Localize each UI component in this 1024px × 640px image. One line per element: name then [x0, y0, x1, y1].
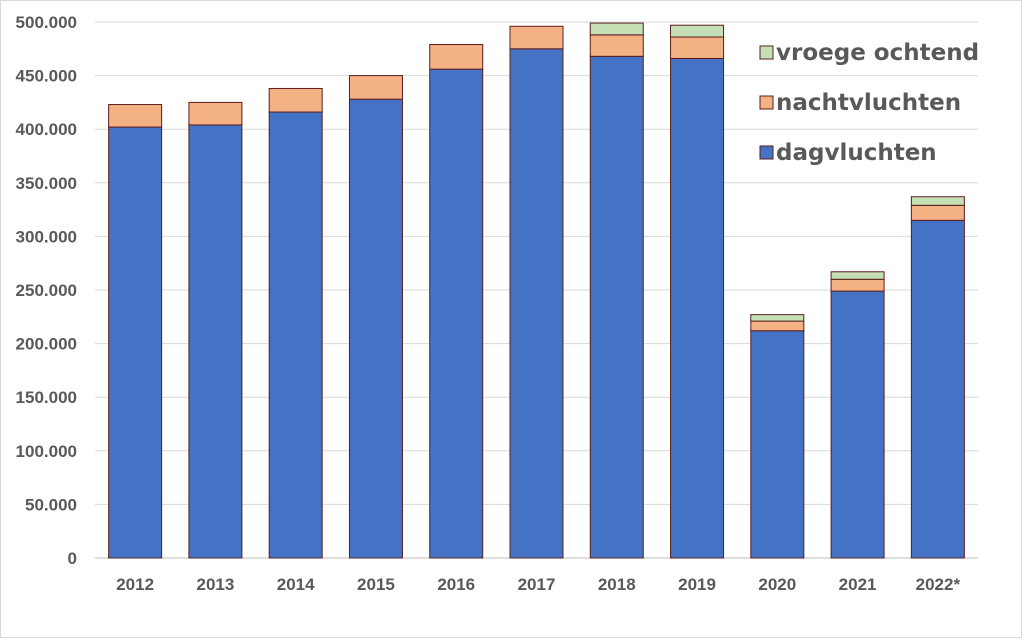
bar-segment-dagvluchten-2015 — [348, 98, 403, 559]
x-tick-label: 2015 — [357, 575, 395, 594]
bar-segment-vroege-ochtend-2022 — [910, 196, 965, 206]
x-tick-label: 2017 — [518, 575, 556, 594]
legend-label-vroege-ochtend: vroege ochtend — [776, 40, 979, 66]
bar-segment-vroege-ochtend-2018 — [589, 22, 644, 36]
legend-label-nachtvluchten: nachtvluchten — [776, 90, 961, 116]
x-tick-label: 2012 — [116, 575, 154, 594]
x-tick-label: 2022* — [916, 575, 961, 594]
bar-segment-dagvluchten-2014 — [268, 111, 323, 559]
y-tick-label: 0 — [68, 549, 77, 568]
bar-segment-vroege-ochtend-2019 — [670, 24, 725, 38]
x-tick-label: 2014 — [277, 575, 315, 594]
y-tick-label: 300.000 — [16, 227, 77, 246]
bar-segment-vroege-ochtend-2021 — [830, 271, 885, 280]
bar-segment-nachtvluchten-2012 — [108, 104, 163, 128]
y-tick-label: 350.000 — [16, 174, 77, 193]
x-tick-label: 2013 — [196, 575, 234, 594]
bar-segment-dagvluchten-2013 — [188, 124, 243, 559]
legend-label-dagvluchten: dagvluchten — [776, 140, 937, 166]
y-tick-label: 400.000 — [16, 120, 77, 139]
bar-segment-dagvluchten-2019 — [670, 57, 725, 559]
bar-segment-dagvluchten-2016 — [429, 68, 484, 559]
bar-segment-nachtvluchten-2021 — [830, 278, 885, 292]
x-tick-label: 2016 — [437, 575, 475, 594]
y-tick-label: 450.000 — [16, 67, 77, 86]
bar-segment-nachtvluchten-2017 — [509, 25, 564, 50]
x-tick-label: 2018 — [598, 575, 636, 594]
x-tick-label: 2020 — [758, 575, 796, 594]
bar-segment-nachtvluchten-2013 — [188, 101, 243, 126]
bar-segment-nachtvluchten-2015 — [348, 75, 403, 100]
y-tick-label: 250.000 — [16, 281, 77, 300]
legend-swatch-nachtvluchten — [759, 95, 774, 110]
bar-segment-dagvluchten-2018 — [589, 55, 644, 559]
bar-segment-dagvluchten-2020 — [750, 330, 805, 559]
bar-segment-nachtvluchten-2022 — [910, 204, 965, 221]
y-tick-label: 50.000 — [25, 495, 77, 514]
bar-segment-nachtvluchten-2016 — [429, 44, 484, 70]
bar-segment-nachtvluchten-2014 — [268, 87, 323, 113]
x-tick-label: 2019 — [678, 575, 716, 594]
bar-segment-dagvluchten-2017 — [509, 48, 564, 559]
bar-segment-dagvluchten-2012 — [108, 126, 163, 559]
y-tick-label: 150.000 — [16, 388, 77, 407]
y-tick-label: 200.000 — [16, 335, 77, 354]
x-tick-label: 2021 — [839, 575, 877, 594]
legend-swatch-dagvluchten — [759, 145, 774, 160]
y-tick-label: 500.000 — [16, 13, 77, 32]
bar-segment-nachtvluchten-2019 — [670, 36, 725, 59]
bar-segment-nachtvluchten-2018 — [589, 34, 644, 57]
bar-segment-dagvluchten-2022 — [910, 219, 965, 559]
bar-segment-dagvluchten-2021 — [830, 290, 885, 559]
bar-segment-vroege-ochtend-2020 — [750, 314, 805, 322]
bar-segment-nachtvluchten-2020 — [750, 320, 805, 332]
y-tick-label: 100.000 — [16, 442, 77, 461]
legend-swatch-vroege-ochtend — [759, 45, 774, 60]
